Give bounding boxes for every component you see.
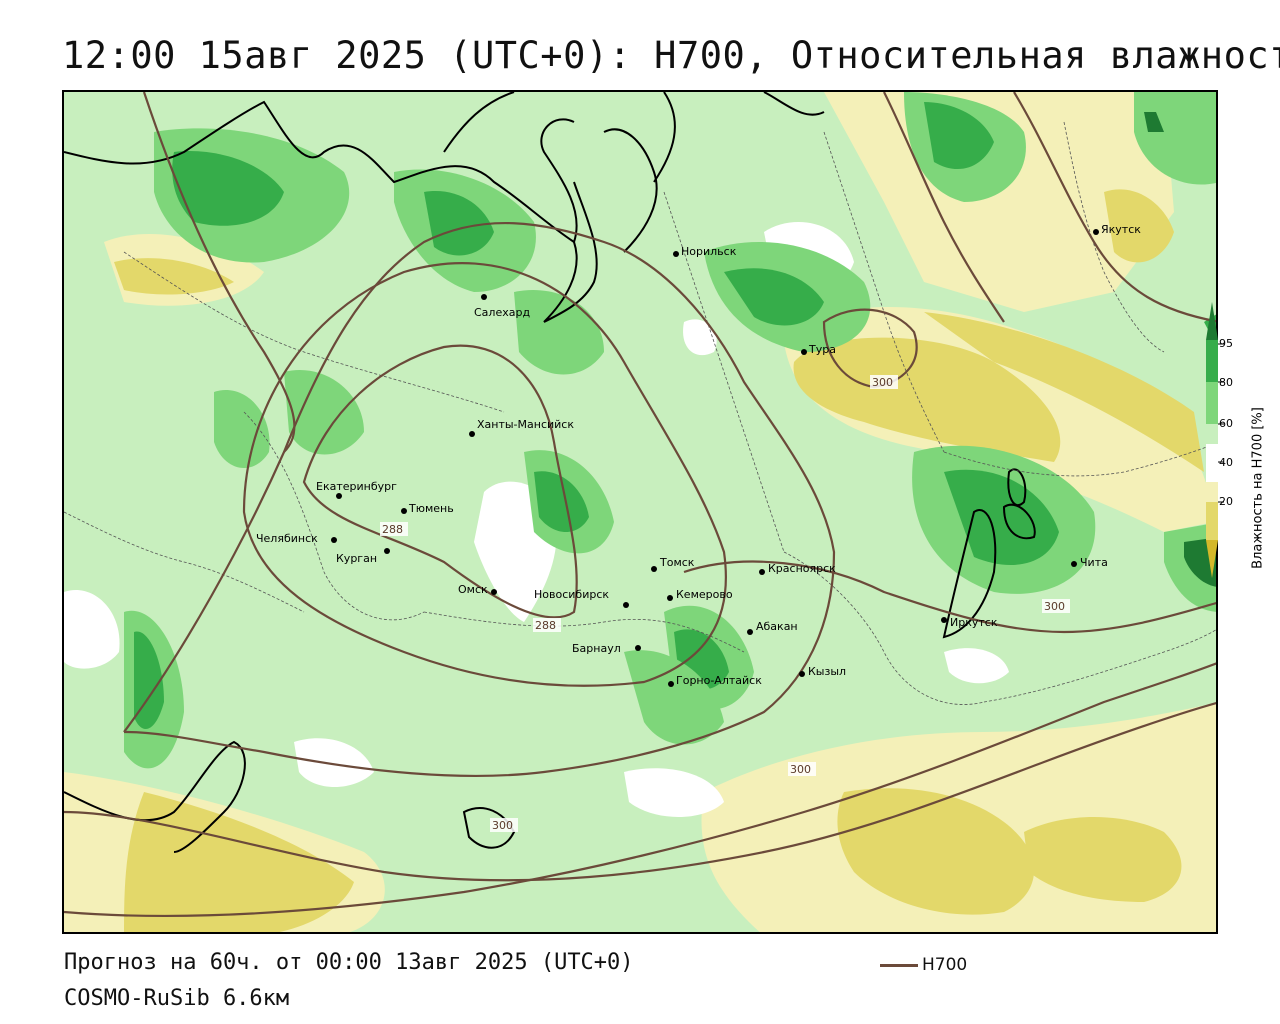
- contour-label: 288: [382, 523, 403, 536]
- colorbar-tick: 60: [1219, 417, 1233, 430]
- city-label: Иркутск: [950, 616, 998, 629]
- dry-areas: [64, 92, 1216, 932]
- contour-labels: 300 288 288 300 300 300: [380, 375, 1070, 832]
- city-yekaterinburg: Екатеринбург: [316, 480, 397, 499]
- coastlines: [64, 92, 1036, 853]
- city-label: Омск: [458, 583, 488, 596]
- city-label: Красноярск: [768, 562, 836, 575]
- colorbar-top-arrow: [1206, 302, 1218, 340]
- humidity-map: 300 288 288 300 300 300 Норильск Якутск …: [62, 90, 1218, 934]
- city-kemerovo: Кемерово: [667, 588, 733, 601]
- city-tura: Тура: [801, 343, 836, 356]
- map-title: 12:00 15авг 2025 (UTC+0): H700, Относите…: [62, 34, 1280, 77]
- colorbar-title-text: Влажность на H700 [%]: [1250, 407, 1266, 569]
- city-tyumen: Тюмень: [401, 502, 454, 515]
- city-label: Салехард: [474, 306, 530, 319]
- city-yakutsk: Якутск: [1093, 223, 1141, 236]
- city-novosibirsk: Новосибирск: [534, 588, 629, 608]
- city-label: Кемерово: [676, 588, 733, 601]
- city-krasnoyarsk: Красноярск: [759, 562, 836, 575]
- admin-borders: [64, 121, 1216, 705]
- city-kurgan: Курган: [336, 548, 390, 565]
- contour-legend-swatch: [880, 963, 918, 967]
- city-salekhard: Салехард: [474, 294, 530, 319]
- colorbar-tick: 20: [1219, 495, 1233, 508]
- contour-label: 300: [1044, 600, 1065, 613]
- city-chelyabinsk: Челябинск: [256, 532, 337, 545]
- city-label: Тюмень: [408, 502, 454, 515]
- city-barnaul: Барнаул: [572, 642, 641, 655]
- city-label: Томск: [659, 556, 695, 569]
- city-label: Екатеринбург: [316, 480, 397, 493]
- contour-legend: H700: [880, 954, 967, 976]
- moist-areas: [124, 92, 1216, 769]
- city-label: Абакан: [756, 620, 798, 633]
- city-label: Кызыл: [808, 665, 846, 678]
- city-tomsk: Томск: [651, 556, 695, 572]
- colorbar-segment: [1206, 502, 1218, 540]
- contour-label: 300: [492, 819, 513, 832]
- city-omsk: Омск: [458, 583, 497, 596]
- contour-legend-label: H700: [922, 955, 968, 975]
- city-irkutsk: Иркутск: [941, 616, 998, 629]
- city-label: Тура: [808, 343, 836, 356]
- colorbar-bottom-arrow: [1206, 540, 1218, 578]
- city-markers: Норильск Якутск Салехард Тура Ханты-Манс…: [256, 223, 1141, 687]
- city-gorno-altaysk: Горно-Алтайск: [668, 674, 762, 687]
- city-label: Новосибирск: [534, 588, 609, 601]
- city-label: Ханты-Мансийск: [477, 418, 574, 431]
- colorbar-segment: [1206, 424, 1218, 444]
- colorbar-segment: [1206, 340, 1218, 382]
- city-kyzyl: Кызыл: [799, 665, 846, 678]
- colorbar-segment: [1206, 382, 1218, 424]
- contour-label: 300: [872, 376, 893, 389]
- city-abakan: Абакан: [747, 620, 798, 635]
- colorbar-segment: [1206, 482, 1218, 502]
- city-norilsk: Норильск: [673, 245, 737, 258]
- city-label: Челябинск: [256, 532, 318, 545]
- city-label: Курган: [336, 552, 377, 565]
- model-name: COSMO-RuSib 6.6км: [64, 986, 290, 1011]
- colorbar-tick: 80: [1219, 376, 1233, 389]
- colorbar-tick: 95: [1219, 337, 1233, 350]
- city-label: Горно-Алтайск: [676, 674, 762, 687]
- contour-label: 300: [790, 763, 811, 776]
- colorbar-segment: [1206, 444, 1218, 482]
- colorbar-tick: 40: [1219, 456, 1233, 469]
- city-label: Чита: [1080, 556, 1108, 569]
- humidity-colorbar: 95 80 60 40 20: [1196, 300, 1280, 600]
- city-label: Барнаул: [572, 642, 621, 655]
- colorbar-title: Влажность на H700 [%]: [1248, 388, 1268, 588]
- city-label: Якутск: [1101, 223, 1141, 236]
- contour-label: 288: [535, 619, 556, 632]
- h700-contours: [64, 92, 1216, 918]
- forecast-info: Прогноз на 60ч. от 00:00 13авг 2025 (UTC…: [64, 950, 634, 975]
- city-chita: Чита: [1071, 556, 1108, 569]
- city-label: Норильск: [681, 245, 737, 258]
- city-khanty-mansiysk: Ханты-Мансийск: [469, 418, 574, 437]
